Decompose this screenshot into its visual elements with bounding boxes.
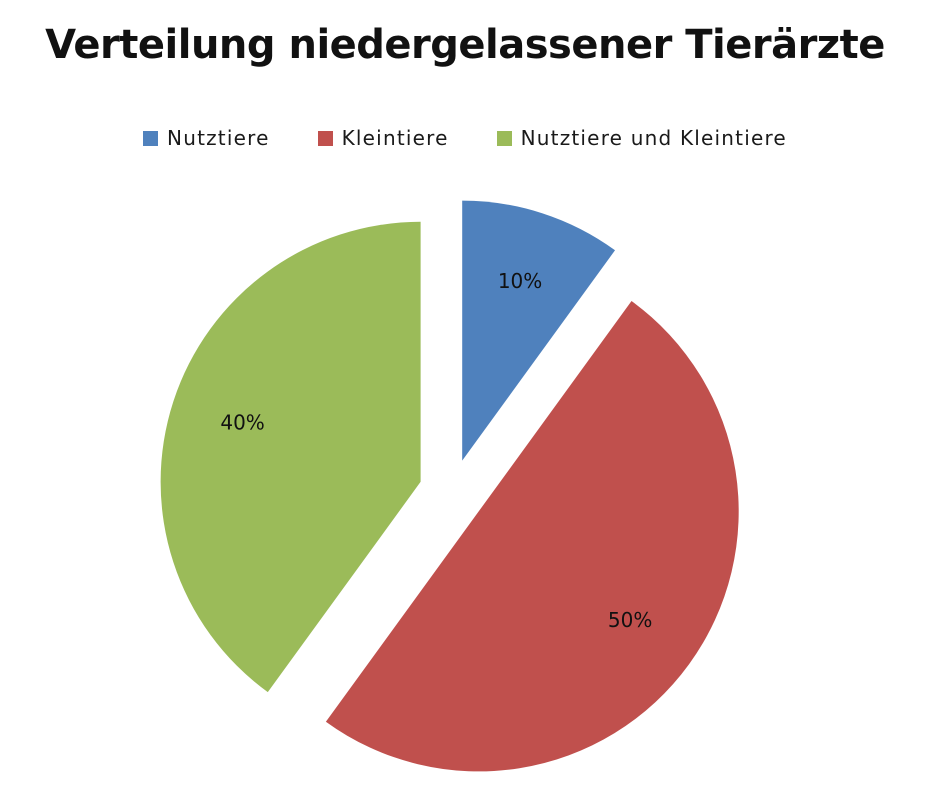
legend-item-kleintiere: Kleintiere	[317, 126, 449, 150]
legend: Nutztiere Kleintiere Nutztiere und Klein…	[0, 126, 930, 150]
chart-title: Verteilung niedergelassener Tierärzte	[45, 22, 885, 68]
legend-swatch-nutztiere-und-kleintiere	[496, 130, 512, 146]
legend-swatch-nutztiere	[143, 130, 159, 146]
legend-item-nutztiere: Nutztiere	[143, 126, 270, 150]
pie-slice-nutztiere-und-kleintiere	[160, 221, 421, 693]
pie-slice-nutztiere	[462, 200, 616, 461]
pie-slice-kleintiere	[325, 301, 739, 772]
legend-label-nutztiere-und-kleintiere: Nutztiere und Kleintiere	[520, 126, 787, 150]
slice-label-kleintiere: 50%	[608, 608, 652, 632]
slice-label-nutztiere: 10%	[498, 269, 542, 293]
legend-swatch-kleintiere	[317, 130, 333, 146]
legend-label-kleintiere: Kleintiere	[341, 126, 449, 150]
legend-label-nutztiere: Nutztiere	[167, 126, 270, 150]
slice-label-nutztiere-und-kleintiere: 40%	[220, 410, 264, 434]
legend-item-nutztiere-und-kleintiere: Nutztiere und Kleintiere	[496, 126, 787, 150]
